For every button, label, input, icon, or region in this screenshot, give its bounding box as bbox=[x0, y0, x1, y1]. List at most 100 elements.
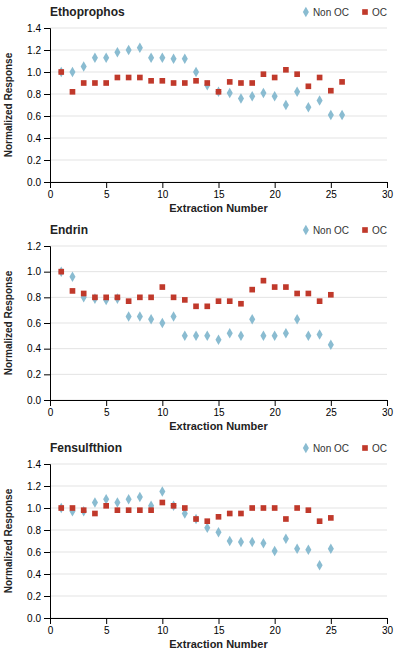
chart-svg: 0510152025300.00.20.40.60.81.01.21.4Etho… bbox=[0, 0, 401, 654]
point bbox=[215, 334, 221, 345]
point bbox=[305, 331, 311, 342]
series bbox=[58, 67, 344, 95]
legend-item: OC bbox=[362, 443, 387, 454]
grid-line bbox=[50, 116, 387, 117]
tick-mark bbox=[219, 182, 220, 188]
tick-mark bbox=[219, 618, 220, 624]
x-tick: 5 bbox=[104, 618, 110, 636]
y-axis: 0.00.20.40.60.81.01.21.4 bbox=[27, 23, 50, 188]
point bbox=[171, 501, 177, 512]
point bbox=[283, 67, 289, 73]
x-tick: 10 bbox=[157, 182, 169, 200]
point bbox=[160, 284, 166, 290]
x-tick: 20 bbox=[270, 182, 282, 200]
grid bbox=[50, 28, 387, 182]
point bbox=[126, 75, 132, 81]
axis-line bbox=[44, 247, 51, 401]
tick-label: 20 bbox=[270, 189, 282, 200]
tick-mark bbox=[44, 374, 50, 375]
point bbox=[193, 303, 199, 309]
legend-marker bbox=[362, 9, 368, 15]
series bbox=[58, 269, 333, 309]
point bbox=[227, 79, 233, 85]
y-tick: 1.2 bbox=[27, 481, 50, 492]
point bbox=[272, 331, 278, 342]
tick-label: 0.4 bbox=[27, 343, 41, 354]
tick-mark bbox=[219, 400, 220, 406]
point bbox=[159, 52, 165, 63]
panel: 0510152025300.00.20.40.60.81.01.21.4Fens… bbox=[3, 441, 393, 650]
point bbox=[249, 80, 255, 86]
point bbox=[227, 88, 233, 99]
tick-label: 0.2 bbox=[27, 155, 41, 166]
point bbox=[328, 110, 334, 121]
point bbox=[204, 303, 210, 309]
point bbox=[114, 47, 120, 58]
x-axis: 051015202530 bbox=[48, 400, 394, 418]
grid-line bbox=[50, 138, 387, 139]
tick-label: 25 bbox=[326, 189, 338, 200]
point bbox=[58, 269, 64, 275]
tick-mark bbox=[44, 72, 50, 73]
y-tick: 0.0 bbox=[27, 177, 50, 188]
point bbox=[272, 91, 278, 102]
point bbox=[137, 75, 143, 81]
x-tick: 5 bbox=[104, 182, 110, 200]
tick-label: 0.0 bbox=[27, 177, 41, 188]
point bbox=[58, 69, 64, 75]
point bbox=[171, 80, 177, 86]
tick-label: 30 bbox=[382, 625, 394, 636]
x-tick: 30 bbox=[382, 618, 394, 636]
tick-mark bbox=[162, 618, 163, 624]
tick-mark bbox=[44, 400, 50, 401]
legend: Non OCOC bbox=[303, 225, 387, 236]
point bbox=[317, 95, 323, 106]
tick-label: 0.4 bbox=[27, 569, 41, 580]
legend-label: OC bbox=[372, 443, 387, 454]
marks bbox=[58, 266, 334, 350]
point bbox=[204, 518, 210, 524]
point bbox=[81, 507, 87, 513]
y-axis-title: Normalized Response bbox=[3, 488, 14, 593]
point bbox=[148, 507, 154, 513]
y-tick: 0.2 bbox=[27, 369, 50, 380]
grid-line bbox=[50, 246, 387, 247]
point bbox=[148, 295, 154, 301]
tick-label: 1.0 bbox=[27, 503, 41, 514]
y-tick: 0.8 bbox=[27, 292, 50, 303]
tick-mark bbox=[106, 182, 107, 188]
tick-mark bbox=[387, 182, 388, 188]
y-tick: 0.8 bbox=[27, 89, 50, 100]
legend-marker bbox=[303, 443, 309, 454]
legend-marker bbox=[362, 445, 368, 451]
y-axis: 0.00.20.40.60.81.01.2 bbox=[27, 241, 50, 406]
tick-label: 0.6 bbox=[27, 547, 41, 558]
tick-label: 25 bbox=[326, 407, 338, 418]
point bbox=[249, 287, 255, 293]
point bbox=[328, 292, 334, 298]
point bbox=[171, 54, 177, 65]
panel: 0510152025300.00.20.40.60.81.01.21.4Etho… bbox=[3, 5, 393, 214]
x-tick: 0 bbox=[48, 182, 54, 200]
x-axis-title: Extraction Number bbox=[169, 638, 268, 650]
tick-label: 5 bbox=[104, 625, 110, 636]
point bbox=[261, 505, 267, 511]
point bbox=[294, 543, 300, 554]
point bbox=[171, 311, 177, 322]
point bbox=[92, 52, 98, 63]
series bbox=[58, 486, 334, 570]
point bbox=[294, 71, 300, 77]
axis-line bbox=[51, 619, 388, 625]
point bbox=[261, 71, 267, 77]
series bbox=[58, 43, 345, 121]
x-tick: 10 bbox=[157, 618, 169, 636]
point bbox=[294, 505, 300, 511]
point bbox=[81, 291, 87, 297]
chart-container: 0510152025300.00.20.40.60.81.01.21.4Etho… bbox=[0, 0, 401, 654]
point bbox=[193, 331, 199, 342]
grid-line bbox=[50, 323, 387, 324]
point bbox=[317, 75, 323, 81]
y-tick: 1.0 bbox=[27, 503, 50, 514]
grid-line bbox=[50, 508, 387, 509]
point bbox=[193, 514, 199, 525]
